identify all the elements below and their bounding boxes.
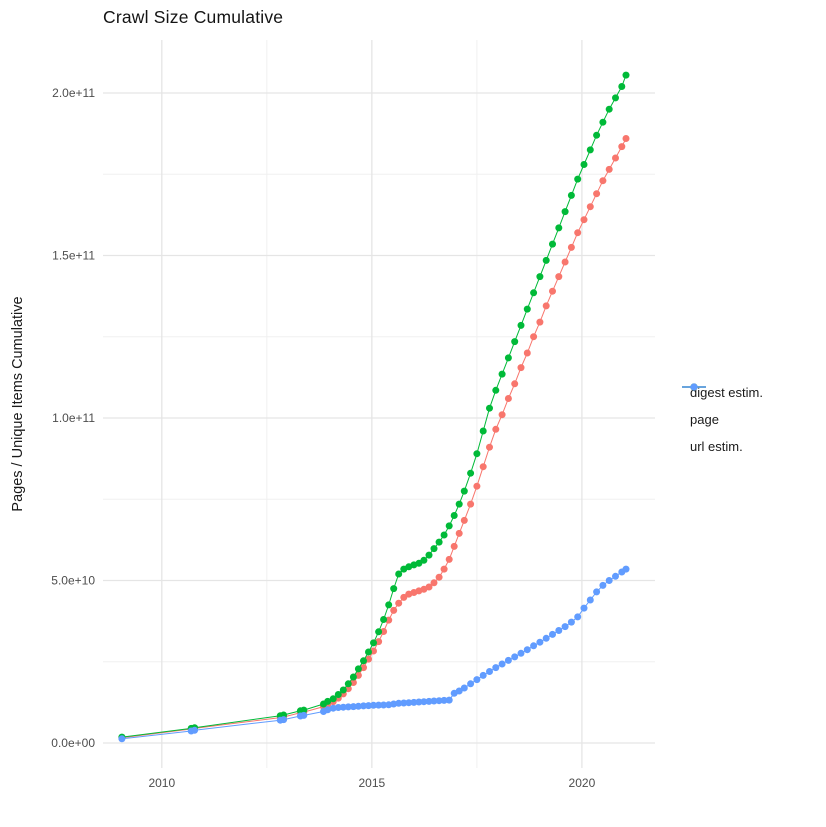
- legend-label: digest estim.: [690, 385, 763, 400]
- series-page: [118, 71, 630, 741]
- legend-key-url-estim-icon: [682, 383, 706, 391]
- series-digest-estim: [118, 135, 630, 742]
- y-tick-label: 0.0e+00: [51, 736, 95, 750]
- y-tick-label: 1.0e+11: [52, 411, 95, 425]
- legend-item-url-estim: url estim.: [681, 383, 763, 460]
- legend-label: page: [690, 412, 719, 427]
- gridlines: [103, 40, 655, 768]
- x-tick-label: 2010: [148, 776, 175, 790]
- x-axis-tick-labels: 2010 2015 2020: [148, 776, 595, 790]
- y-tick-label: 2.0e+11: [52, 86, 95, 100]
- chart-title: Crawl Size Cumulative: [103, 7, 284, 27]
- y-axis-tick-labels: 0.0e+00 5.0e+10 1.0e+11 1.5e+11 2.0e+11: [51, 86, 95, 750]
- y-tick-label: 5.0e+10: [51, 573, 95, 587]
- x-tick-label: 2015: [359, 776, 386, 790]
- y-axis-title: Pages / Unique Items Cumulative: [10, 296, 26, 512]
- legend-item-page: page: [681, 383, 763, 433]
- series-url-estim: [118, 565, 630, 743]
- y-tick-label: 1.5e+11: [52, 248, 95, 262]
- legend: digest estim. page url estim.: [681, 379, 763, 460]
- x-tick-label: 2020: [569, 776, 596, 790]
- legend-label: url estim.: [690, 439, 743, 454]
